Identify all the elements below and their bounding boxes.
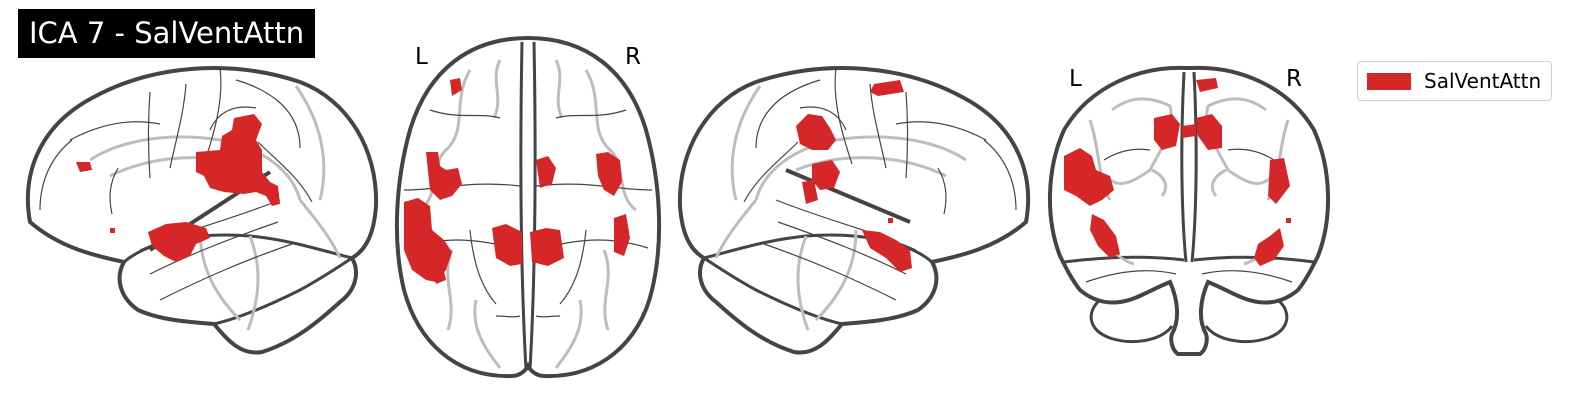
legend-swatch — [1367, 73, 1411, 90]
axial-view — [394, 35, 662, 379]
coronal-right-cerebellum — [1204, 298, 1289, 344]
left-sagittal-cerebellum — [213, 256, 353, 326]
right-sagittal-brain-outline — [677, 66, 1031, 355]
coronal-view — [1048, 65, 1330, 356]
axial-midline-right — [528, 41, 537, 371]
right-sagittal-sylvian-fissure — [785, 168, 911, 224]
legend: SalVentAttn — [1357, 61, 1552, 101]
left-sagittal-brain-outline — [25, 66, 379, 355]
legend-label: SalVentAttn — [1424, 69, 1542, 93]
coronal-right-temporal — [1193, 255, 1315, 264]
left-sagittal-view — [25, 66, 379, 355]
axial-left-hemisphere-label: L — [415, 44, 428, 70]
coronal-brain-outline — [1048, 65, 1330, 356]
axial-midline-left — [519, 41, 528, 371]
axial-brain-outline — [394, 35, 662, 379]
right-sagittal-sulci — [743, 67, 1017, 301]
coronal-left-temporal — [1063, 255, 1185, 264]
coronal-left-cerebellum — [1089, 298, 1174, 344]
coronal-midline-right — [1190, 71, 1198, 263]
coronal-sulci — [1085, 148, 1293, 283]
axial-right-hemisphere-label: R — [625, 44, 641, 70]
figure-title: ICA 7 - SalVentAttn — [18, 9, 316, 58]
right-sagittal-cerebellum — [703, 256, 843, 326]
left-sagittal-activations — [76, 114, 280, 262]
axial-activations — [404, 78, 630, 284]
right-sagittal-activations — [796, 80, 912, 272]
coronal-midline-left — [1180, 71, 1188, 263]
coronal-left-hemisphere-label: L — [1069, 66, 1082, 92]
coronal-activations — [1064, 78, 1291, 266]
left-sagittal-sulci — [39, 67, 313, 301]
coronal-right-hemisphere-label: R — [1286, 66, 1302, 92]
right-sagittal-view — [677, 66, 1031, 355]
